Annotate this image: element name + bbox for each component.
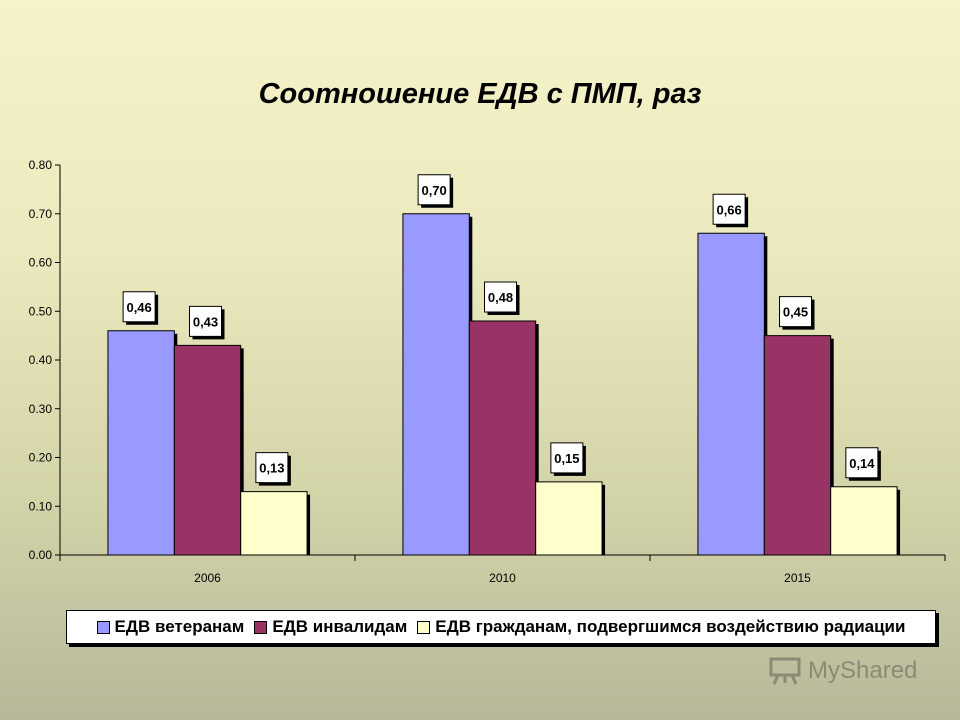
legend-label-veterans: ЕДВ ветеранам bbox=[114, 617, 245, 636]
data-label-box bbox=[255, 452, 289, 484]
y-tick-label: 0.50 bbox=[29, 304, 53, 318]
legend-swatch-radiation bbox=[417, 620, 431, 634]
bar bbox=[535, 481, 603, 556]
x-tick-label: 2010 bbox=[489, 571, 516, 585]
bar bbox=[240, 491, 308, 556]
watermark-text: MyShared bbox=[808, 657, 918, 684]
data-label: 0,15 bbox=[554, 451, 579, 466]
data-label-box bbox=[845, 447, 879, 479]
data-label-box bbox=[417, 174, 451, 206]
chart-title: Соотношение ЕДВ с ПМП, раз bbox=[258, 78, 702, 110]
data-label: 0,48 bbox=[488, 290, 513, 305]
data-label: 0,14 bbox=[849, 456, 875, 471]
data-label: 0,46 bbox=[126, 300, 151, 315]
data-label: 0,13 bbox=[259, 461, 284, 476]
y-tick-label: 0.40 bbox=[29, 353, 53, 367]
bar bbox=[402, 213, 470, 556]
bar bbox=[107, 330, 175, 556]
legend-item-veterans: ЕДВ ветеранам bbox=[96, 617, 245, 637]
y-tick-label: 0.20 bbox=[29, 451, 53, 465]
x-tick-label: 2006 bbox=[194, 571, 221, 585]
legend-label-disabled: ЕДВ инвалидам bbox=[272, 617, 408, 636]
data-label-box bbox=[189, 305, 222, 337]
data-label-box bbox=[712, 193, 746, 225]
bar bbox=[830, 486, 898, 556]
data-label-box bbox=[550, 442, 584, 474]
legend-swatch-veterans bbox=[96, 620, 110, 634]
bar bbox=[763, 335, 832, 556]
data-label-box bbox=[779, 296, 812, 328]
data-label: 0,43 bbox=[193, 314, 218, 329]
presentation-board-icon bbox=[769, 657, 801, 685]
bar bbox=[468, 320, 537, 556]
bar-chart: 0.00 0.10 0.20 0.30 0.40 0.50 0.60 0.70 0.80 2006… bbox=[29, 158, 946, 585]
legend-item-radiation: ЕДВ гражданам, подвергшимся воздействию … bbox=[417, 617, 905, 637]
bar bbox=[173, 344, 242, 556]
legend: ЕДВ ветеранам ЕДВ инвалидам ЕДВ граждана… bbox=[66, 610, 936, 644]
bar bbox=[697, 232, 765, 556]
x-tick-label: 2015 bbox=[784, 571, 811, 585]
data-label: 0,66 bbox=[716, 202, 741, 217]
y-tick-label: 0.30 bbox=[29, 402, 53, 416]
y-tick-label: 0.60 bbox=[29, 256, 53, 270]
data-label: 0,70 bbox=[421, 183, 446, 198]
data-label-box bbox=[122, 291, 156, 323]
y-tick-label: 0.80 bbox=[29, 158, 53, 172]
watermark: MyShared bbox=[768, 656, 917, 686]
legend-item-disabled: ЕДВ инвалидам bbox=[254, 617, 407, 637]
legend-swatch-disabled bbox=[254, 620, 268, 634]
y-tick-label: 0.10 bbox=[29, 499, 53, 513]
legend-label-radiation: ЕДВ гражданам, подвергшимся воздействию … bbox=[435, 617, 906, 636]
data-label-box bbox=[484, 281, 517, 313]
y-tick-label: 0.70 bbox=[29, 207, 53, 221]
data-label: 0,45 bbox=[783, 305, 808, 320]
y-tick-label: 0.00 bbox=[29, 548, 53, 562]
